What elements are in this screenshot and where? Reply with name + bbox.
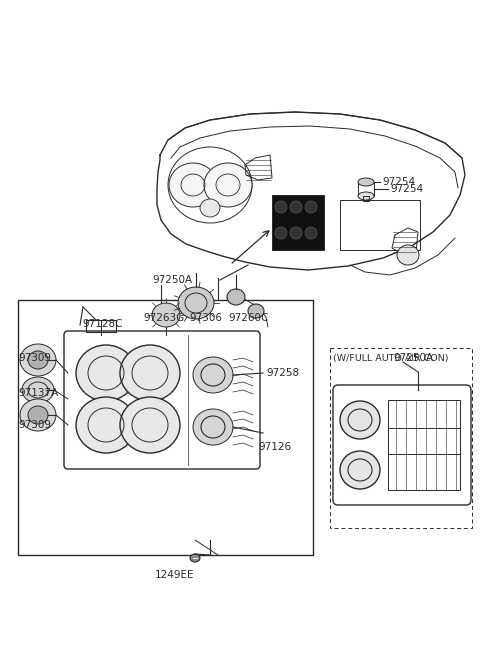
Text: 97254: 97254 (390, 184, 423, 194)
FancyBboxPatch shape (64, 331, 260, 469)
Ellipse shape (193, 357, 233, 393)
Ellipse shape (290, 201, 302, 213)
Ellipse shape (248, 304, 264, 318)
Bar (363, 196, 369, 201)
Ellipse shape (76, 345, 136, 401)
Ellipse shape (190, 554, 200, 562)
Text: 97128C: 97128C (82, 319, 122, 329)
Ellipse shape (204, 163, 252, 207)
Text: 1249EE: 1249EE (155, 570, 194, 580)
Bar (330, 348, 472, 528)
Bar (272, 195, 324, 250)
Text: 97306: 97306 (189, 313, 222, 323)
Ellipse shape (290, 227, 302, 239)
Ellipse shape (169, 163, 217, 207)
Text: (W/FULL AUTO AIR CON): (W/FULL AUTO AIR CON) (333, 354, 448, 362)
Ellipse shape (275, 227, 287, 239)
Ellipse shape (20, 344, 56, 376)
Bar (358, 182, 374, 196)
Ellipse shape (120, 345, 180, 401)
Bar (86, 320, 116, 332)
Ellipse shape (397, 245, 419, 265)
Ellipse shape (358, 178, 374, 186)
Text: 97137A: 97137A (18, 388, 58, 398)
Ellipse shape (340, 451, 380, 489)
Ellipse shape (193, 409, 233, 445)
Text: 97126: 97126 (258, 442, 291, 452)
Ellipse shape (28, 406, 48, 424)
Text: 97258: 97258 (266, 368, 299, 378)
Text: 97250A: 97250A (393, 353, 433, 363)
Text: 97250A: 97250A (152, 275, 192, 285)
Ellipse shape (22, 377, 54, 403)
Text: 97260C: 97260C (228, 313, 268, 323)
Ellipse shape (120, 397, 180, 453)
Ellipse shape (76, 397, 136, 453)
Bar (388, 428, 460, 454)
Text: 97254: 97254 (382, 177, 415, 187)
Ellipse shape (178, 287, 214, 319)
Ellipse shape (305, 227, 317, 239)
Text: 97309: 97309 (18, 353, 51, 363)
Ellipse shape (275, 201, 287, 213)
Ellipse shape (200, 199, 220, 217)
FancyBboxPatch shape (333, 385, 471, 505)
Ellipse shape (358, 192, 374, 200)
Bar (18, 300, 313, 555)
Ellipse shape (28, 351, 48, 369)
Ellipse shape (340, 401, 380, 439)
Bar (388, 400, 460, 490)
Text: 97309: 97309 (18, 420, 51, 430)
Ellipse shape (227, 289, 245, 305)
Ellipse shape (152, 303, 180, 327)
Bar (340, 200, 420, 250)
Ellipse shape (20, 399, 56, 431)
Text: 97263G: 97263G (143, 313, 184, 323)
Ellipse shape (305, 201, 317, 213)
